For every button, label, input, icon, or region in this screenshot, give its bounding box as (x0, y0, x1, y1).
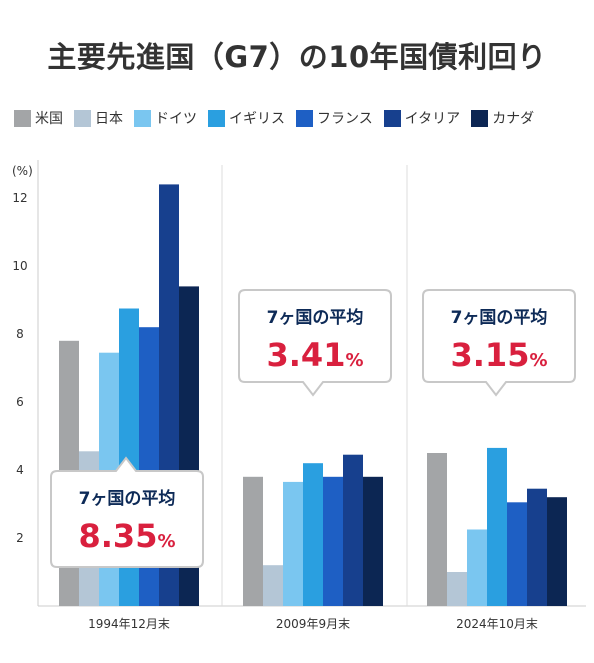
legend-swatch (134, 109, 151, 127)
legend-item: ドイツ (134, 108, 197, 128)
legend-swatch (208, 109, 225, 127)
legend-item: 日本 (74, 108, 123, 128)
callout-value-unit: % (345, 350, 363, 371)
bar (303, 463, 323, 606)
callout-title: 7ヶ国の平均 (451, 307, 548, 328)
bar (447, 572, 467, 606)
legend-label: カナダ (492, 111, 535, 127)
category-label: 1994年12月末 (88, 617, 170, 631)
callout-value-unit: % (157, 531, 175, 552)
y-tick-label: 10 (12, 259, 27, 273)
legend-item: フランス (296, 108, 373, 128)
category-label: 2024年10月末 (456, 617, 538, 631)
callout-value: 3.41% (267, 336, 364, 374)
legend-swatch (14, 109, 31, 127)
bar (263, 565, 283, 606)
bar (427, 453, 447, 606)
legend-label: イギリス (229, 111, 285, 127)
legend-item: イタリア (383, 108, 461, 128)
legend-label: フランス (317, 111, 373, 127)
average-callout: 7ヶ国の平均 3.41% (238, 289, 392, 397)
y-tick-label: 12 (12, 191, 27, 205)
callout-title: 7ヶ国の平均 (79, 488, 176, 509)
callout-value-number: 3.41 (267, 336, 346, 374)
average-callout: 7ヶ国の平均 3.15% (422, 289, 576, 397)
legend-label: イタリア (404, 111, 461, 127)
average-callout: 7ヶ国の平均 8.35% (50, 456, 204, 568)
legend-item: イギリス (208, 108, 285, 128)
y-axis-unit-label: (%) (12, 164, 33, 178)
legend-swatch (471, 109, 489, 127)
callout-box (50, 456, 204, 568)
bar (467, 529, 487, 606)
legend-swatch (383, 109, 401, 127)
callout-title: 7ヶ国の平均 (267, 307, 364, 328)
bar (527, 488, 547, 606)
y-tick-label: 8 (16, 327, 24, 341)
callout-box (422, 289, 576, 397)
legend-item: カナダ (471, 108, 534, 128)
bar (283, 481, 303, 606)
bar (487, 447, 507, 606)
y-tick-label: 2 (16, 531, 24, 545)
callout-value: 8.35% (79, 517, 176, 555)
category-label: 2009年9月末 (276, 617, 350, 631)
chart-title: 主要先進国（G7）の10年国債利回り (47, 40, 547, 74)
callout-value-number: 3.15 (451, 336, 530, 374)
legend-label: 米国 (35, 111, 63, 127)
legend-item: 米国 (14, 108, 63, 128)
y-tick-label: 6 (16, 395, 24, 409)
callout-value: 3.15% (451, 336, 548, 374)
legend-swatch (296, 109, 313, 127)
callout-value-number: 8.35 (79, 517, 158, 555)
bar (343, 454, 363, 606)
callout-value-unit: % (529, 350, 547, 371)
bar (243, 476, 263, 606)
legend-label: ドイツ (155, 111, 197, 127)
bar (507, 502, 527, 606)
bar (363, 476, 383, 606)
legend-label: 日本 (95, 111, 123, 127)
y-tick-label: 4 (16, 463, 24, 477)
callout-box (238, 289, 392, 397)
legend-swatch (74, 109, 91, 127)
bar (323, 476, 343, 606)
bar (547, 497, 567, 606)
legend: 米国 日本 ドイツ イギリス フランス イタリア カナダ (14, 107, 545, 129)
